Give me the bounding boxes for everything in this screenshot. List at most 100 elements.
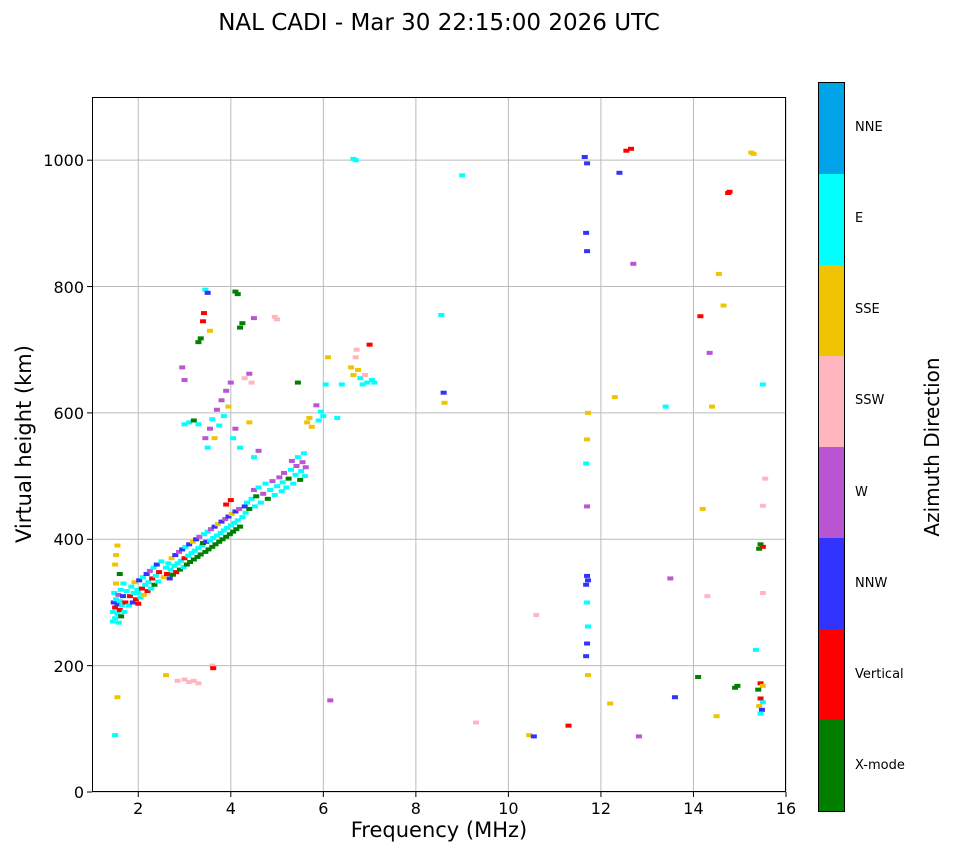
data-point: [135, 590, 142, 595]
x-tick-label: 2: [133, 799, 144, 818]
data-point: [352, 355, 359, 360]
data-point: [565, 723, 572, 728]
data-point: [226, 532, 233, 537]
data-point: [143, 572, 150, 577]
data-point: [173, 570, 180, 575]
colorbar-segment-nnw: [819, 538, 844, 629]
data-point: [361, 373, 368, 377]
data-point: [441, 400, 448, 405]
colorbar-label-nne: NNE: [855, 119, 883, 135]
data-point: [759, 544, 766, 549]
data-point: [197, 336, 204, 341]
data-point: [119, 603, 126, 608]
data-point: [708, 404, 715, 409]
data-point: [267, 487, 274, 492]
data-point: [171, 563, 178, 568]
data-point: [213, 533, 220, 538]
data-point: [195, 681, 202, 686]
data-point: [237, 325, 244, 330]
data-point: [607, 701, 614, 706]
data-point: [112, 733, 119, 738]
data-point: [114, 543, 121, 548]
data-point: [243, 500, 250, 505]
data-point: [338, 382, 345, 387]
data-point: [212, 542, 219, 547]
data-point: [699, 506, 706, 511]
data-point: [257, 500, 264, 505]
data-point: [153, 562, 160, 567]
data-point: [302, 465, 309, 470]
data-point: [706, 350, 713, 355]
data-point: [109, 609, 116, 614]
data-point: [140, 592, 147, 597]
data-point: [281, 470, 288, 475]
data-point: [255, 485, 262, 490]
y-tick-label: 400: [53, 530, 84, 550]
data-point: [759, 382, 766, 387]
data-point: [584, 624, 591, 629]
data-point: [116, 599, 123, 604]
data-point: [223, 388, 230, 393]
data-point: [720, 303, 727, 308]
data-point: [300, 451, 307, 456]
colorbar-segment-ssw: [819, 356, 844, 447]
data-point: [750, 151, 757, 156]
data-point: [327, 698, 334, 703]
data-point: [713, 714, 720, 719]
data-point: [355, 367, 362, 372]
data-point: [279, 480, 286, 485]
data-point: [179, 365, 186, 370]
data-point: [131, 580, 138, 585]
colorbar-label-x-mode: X-mode: [855, 758, 905, 774]
data-point: [213, 407, 220, 412]
data-point: [757, 696, 764, 701]
data-point: [190, 557, 197, 562]
data-point: [114, 695, 121, 700]
data-point: [126, 603, 133, 608]
data-point: [584, 504, 591, 509]
data-point: [168, 556, 175, 561]
data-point: [205, 547, 212, 552]
data-point: [584, 161, 591, 166]
data-point: [176, 567, 183, 572]
data-point: [209, 417, 216, 422]
data-point: [186, 420, 193, 425]
data-point: [172, 553, 179, 558]
x-tick-label: 6: [318, 799, 329, 818]
y-axis-label: Virtual height (km): [12, 345, 36, 543]
data-point: [269, 479, 276, 484]
data-point: [122, 600, 129, 605]
data-point: [210, 666, 217, 671]
data-point: [193, 537, 200, 542]
data-point: [334, 415, 341, 420]
data-point: [211, 436, 218, 441]
data-point: [287, 467, 294, 472]
data-point: [196, 534, 203, 539]
data-point: [132, 597, 139, 602]
data-point: [271, 493, 278, 498]
data-point: [190, 418, 197, 423]
data-point: [146, 568, 153, 573]
data-point: [726, 189, 733, 194]
data-point: [697, 314, 704, 319]
data-point: [440, 390, 447, 395]
data-point: [185, 553, 192, 558]
data-point: [348, 365, 355, 370]
data-point: [179, 547, 186, 552]
data-point: [130, 590, 137, 595]
data-point: [583, 582, 590, 587]
data-point: [180, 565, 187, 570]
data-point: [167, 567, 174, 572]
data-point: [583, 461, 590, 466]
data-point: [752, 647, 759, 652]
scatter-plot-canvas: [87, 97, 787, 797]
data-point: [350, 373, 357, 377]
data-point: [759, 590, 766, 595]
data-point: [149, 576, 156, 581]
data-point: [209, 544, 216, 549]
data-point: [174, 678, 181, 683]
data-point: [148, 586, 155, 591]
data-point: [165, 561, 172, 566]
data-point: [110, 600, 117, 605]
colorbar-label-e: E: [855, 210, 864, 226]
